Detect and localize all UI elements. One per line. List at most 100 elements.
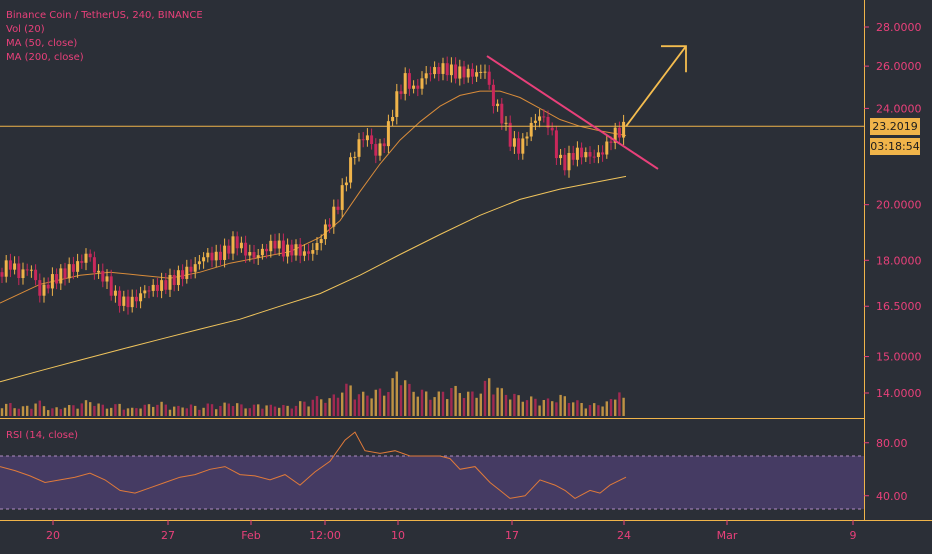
candle-body bbox=[361, 139, 365, 141]
candle-body bbox=[353, 156, 357, 158]
rsi-indicator-label[interactable]: RSI (14, close) bbox=[6, 430, 79, 441]
volume-bar bbox=[240, 404, 243, 416]
volume-bar bbox=[68, 405, 71, 416]
candle-body bbox=[101, 270, 105, 282]
candle-body bbox=[286, 244, 290, 257]
volume-bar bbox=[152, 406, 155, 416]
volume-bar bbox=[290, 408, 293, 416]
candle-body bbox=[269, 240, 273, 252]
candle-body bbox=[554, 130, 558, 159]
volume-bar bbox=[206, 403, 209, 416]
volume-bar bbox=[168, 409, 172, 416]
volume-bar bbox=[76, 408, 79, 416]
volume-bar bbox=[416, 396, 419, 416]
volume-bar bbox=[72, 405, 75, 416]
volume-bar bbox=[450, 388, 453, 416]
candle-body bbox=[328, 224, 332, 227]
candle-body bbox=[185, 266, 189, 279]
rsi-line bbox=[0, 431, 627, 499]
volume-bar bbox=[198, 409, 201, 416]
candle-body bbox=[529, 122, 533, 137]
ma200-line bbox=[0, 175, 627, 383]
volume-bar bbox=[0, 408, 4, 416]
candle-body bbox=[130, 296, 134, 308]
candle-body bbox=[4, 260, 8, 277]
breakout-arrow-head bbox=[661, 45, 687, 73]
candle-body bbox=[63, 268, 67, 279]
volume-bar bbox=[324, 402, 327, 416]
volume-bar bbox=[294, 405, 298, 416]
candle-body bbox=[281, 240, 285, 257]
breakout-arrow-shaft bbox=[625, 45, 687, 127]
volume-bar bbox=[341, 392, 344, 416]
candle-body bbox=[496, 103, 500, 107]
volume-bar bbox=[609, 399, 613, 416]
time-axis-tick-label: 27 bbox=[161, 529, 175, 542]
candle-body bbox=[428, 73, 432, 75]
candle-body bbox=[235, 236, 239, 249]
volume-bar bbox=[429, 399, 432, 416]
candle-body bbox=[8, 260, 12, 270]
volume-bar bbox=[488, 378, 491, 416]
ma200-indicator-label[interactable]: MA (200, close) bbox=[6, 52, 84, 63]
candle-body bbox=[550, 127, 554, 131]
volume-bar bbox=[588, 405, 592, 416]
volume-bar bbox=[336, 397, 340, 416]
candle-body bbox=[370, 135, 374, 145]
candle-body bbox=[315, 243, 319, 251]
volume-indicator-label[interactable]: Vol (20) bbox=[6, 24, 45, 35]
volume-bar bbox=[181, 407, 184, 416]
current-price-value: 23.2019 bbox=[872, 120, 918, 134]
candle-body bbox=[244, 242, 248, 256]
time-axis-tick-label: 12:00 bbox=[309, 529, 341, 542]
candle-body bbox=[88, 253, 92, 258]
volume-bar bbox=[160, 401, 163, 416]
candle-body bbox=[487, 71, 491, 85]
candle-body bbox=[0, 272, 4, 277]
candle-body bbox=[416, 85, 420, 89]
volume-bar bbox=[261, 408, 264, 416]
price-axis-tick-label: 14.0000 bbox=[876, 387, 922, 400]
volume-bar bbox=[47, 410, 50, 416]
candle-body bbox=[508, 122, 512, 147]
candle-body bbox=[344, 182, 348, 186]
volume-bar bbox=[572, 402, 575, 416]
volume-bar bbox=[189, 404, 193, 416]
volume-bar bbox=[425, 391, 428, 416]
volume-bar bbox=[458, 393, 461, 416]
candle-body bbox=[441, 63, 445, 74]
candle-body bbox=[277, 240, 281, 249]
countdown-value: 03:18:54 bbox=[870, 140, 920, 154]
candle-body bbox=[592, 156, 596, 158]
volume-bar bbox=[475, 397, 478, 416]
candle-body bbox=[349, 157, 353, 183]
candle-body bbox=[202, 257, 206, 262]
volume-bar bbox=[433, 397, 436, 416]
candle-body bbox=[151, 284, 155, 291]
volume-bar bbox=[328, 398, 331, 416]
volume-bar bbox=[80, 403, 83, 416]
candle-body bbox=[193, 264, 197, 272]
candle-body bbox=[399, 91, 403, 94]
volume-bar bbox=[269, 404, 272, 416]
volume-bar bbox=[252, 404, 256, 416]
volume-bar bbox=[59, 409, 62, 416]
volume-bar bbox=[114, 404, 117, 416]
volume-bar bbox=[307, 406, 310, 416]
candle-body bbox=[466, 68, 470, 78]
volume-bar bbox=[593, 403, 596, 416]
candle-body bbox=[563, 154, 567, 171]
ma50-indicator-label[interactable]: MA (50, close) bbox=[6, 38, 78, 49]
volume-bar bbox=[555, 402, 558, 416]
volume-bar bbox=[546, 398, 550, 416]
volume-bar bbox=[219, 405, 222, 416]
candle-body bbox=[445, 63, 449, 76]
volume-bar bbox=[173, 406, 176, 416]
candle-body bbox=[575, 147, 579, 160]
symbol-title[interactable]: Binance Coin / TetherUS, 240, BINANCE bbox=[6, 10, 203, 21]
volume-bar bbox=[441, 391, 445, 416]
candle-body bbox=[340, 185, 344, 210]
candle-body bbox=[239, 242, 243, 249]
volume-bar bbox=[597, 405, 600, 416]
